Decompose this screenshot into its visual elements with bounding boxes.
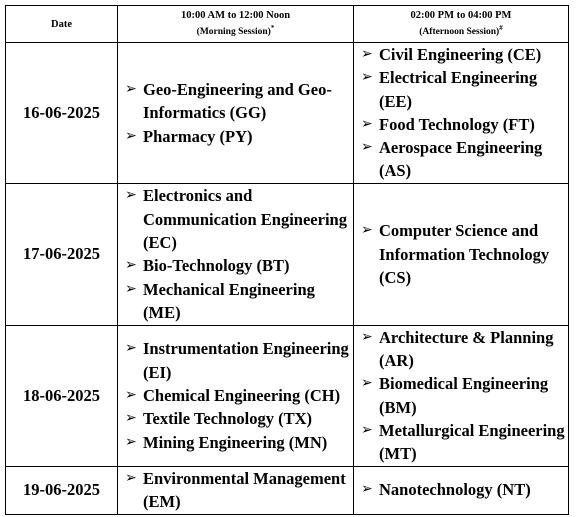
subject-item: Mechanical Engineering (ME) bbox=[125, 278, 351, 325]
subject-item: Mining Engineering (MN) bbox=[125, 431, 351, 455]
subject-item: Electrical Engineering (EE) bbox=[361, 66, 566, 113]
morning-header: 10:00 AM to 12:00 Noon (Morning Session)… bbox=[117, 5, 354, 43]
subject-item: Environmental Management (EM) bbox=[125, 467, 351, 514]
afternoon-cell: Computer Science and Information Technol… bbox=[353, 182, 569, 326]
schedule-row: 19-06-2025Environmental Management (EM) N… bbox=[5, 465, 569, 515]
afternoon-time: 02:00 PM to 04:00 PM bbox=[410, 9, 512, 21]
date-cell: 16-06-2025 bbox=[5, 42, 118, 184]
header-row: Date 10:00 AM to 12:00 Noon (Morning Ses… bbox=[5, 5, 569, 43]
morning-cell: Geo-Engineering and Geo-Informatics (GG)… bbox=[117, 42, 354, 184]
subject-item: Pharmacy (PY) bbox=[125, 125, 351, 149]
date-cell: 18-06-2025 bbox=[5, 324, 118, 467]
subject-item: Aerospace Engineering (AS) bbox=[361, 136, 566, 183]
subject-item: Chemical Engineering (CH) bbox=[125, 384, 351, 408]
afternoon-cell: Architecture & Planning (AR)Biomedical E… bbox=[353, 324, 569, 467]
subject-item: Geo-Engineering and Geo-Informatics (GG) bbox=[125, 78, 351, 125]
subject-item: Architecture & Planning (AR) bbox=[361, 326, 566, 373]
afternoon-header: 02:00 PM to 04:00 PM (Afternoon Session)… bbox=[353, 5, 569, 43]
subject-item: Metallurgical Engineering (MT) bbox=[361, 419, 566, 466]
afternoon-mark: # bbox=[499, 23, 503, 32]
morning-session-label: (Morning Session) bbox=[196, 27, 271, 38]
schedule-row: 16-06-2025Geo-Engineering and Geo-Inform… bbox=[5, 42, 569, 184]
morning-cell: Environmental Management (EM) bbox=[117, 465, 354, 515]
subject-item: Food Technology (FT) bbox=[361, 113, 566, 137]
afternoon-cell: Civil Engineering (CE)Electrical Enginee… bbox=[353, 42, 569, 184]
table-body: 16-06-2025Geo-Engineering and Geo-Inform… bbox=[5, 42, 569, 515]
exam-schedule-table: Date 10:00 AM to 12:00 Noon (Morning Ses… bbox=[5, 5, 569, 515]
afternoon-session: (Afternoon Session)# bbox=[354, 22, 568, 39]
subject-item: Electronics and Communication Engineerin… bbox=[125, 184, 351, 254]
morning-cell: Electronics and Communication Engineerin… bbox=[117, 182, 354, 326]
schedule-row: 17-06-2025Electronics and Communication … bbox=[5, 182, 569, 326]
date-cell: 17-06-2025 bbox=[5, 182, 118, 326]
subject-item: Nanotechnology (NT) bbox=[361, 478, 566, 502]
afternoon-cell: Nanotechnology (NT) bbox=[353, 465, 569, 515]
subject-item: Biomedical Engineering (BM) bbox=[361, 372, 566, 419]
morning-mark: * bbox=[270, 23, 275, 32]
morning-cell: Instrumentation Engineering (EI)Chemical… bbox=[117, 324, 354, 467]
subject-item: Textile Technology (TX) bbox=[125, 407, 351, 431]
subject-item: Instrumentation Engineering (EI) bbox=[125, 337, 351, 384]
schedule-row: 18-06-2025Instrumentation Engineering (E… bbox=[5, 324, 569, 467]
date-cell: 19-06-2025 bbox=[5, 465, 118, 515]
date-header: Date bbox=[5, 5, 118, 43]
subject-item: Bio-Technology (BT) bbox=[125, 254, 351, 278]
morning-session: (Morning Session)* bbox=[118, 22, 353, 39]
morning-time: 10:00 AM to 12:00 Noon bbox=[180, 9, 291, 21]
subject-item: Computer Science and Information Technol… bbox=[361, 219, 566, 289]
subject-item: Civil Engineering (CE) bbox=[361, 43, 566, 67]
afternoon-session-label: (Afternoon Session) bbox=[419, 27, 500, 38]
